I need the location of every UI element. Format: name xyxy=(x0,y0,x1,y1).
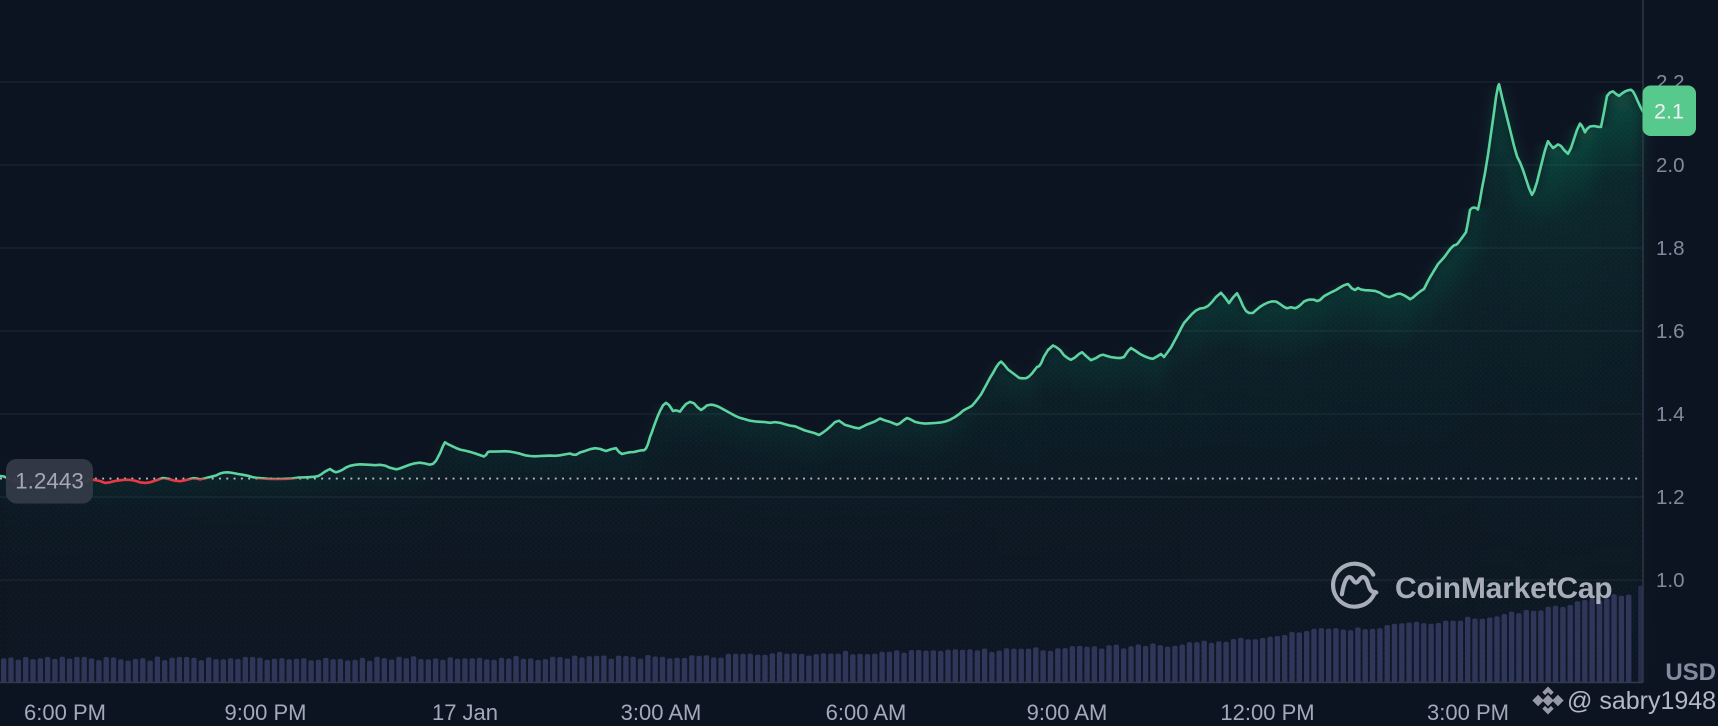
svg-text:1.6: 1.6 xyxy=(1656,320,1685,343)
svg-text:12:00 PM: 12:00 PM xyxy=(1220,700,1314,725)
svg-text:CoinMarketCap: CoinMarketCap xyxy=(1395,572,1612,605)
svg-text:1.2443: 1.2443 xyxy=(15,469,84,494)
svg-text:17 Jan: 17 Jan xyxy=(432,700,498,725)
svg-text:9:00 AM: 9:00 AM xyxy=(1027,700,1108,725)
svg-text:1.2: 1.2 xyxy=(1656,486,1685,509)
svg-text:1.0: 1.0 xyxy=(1656,569,1685,592)
svg-text:3:00 PM: 3:00 PM xyxy=(1427,700,1509,725)
svg-text:6:00 AM: 6:00 AM xyxy=(826,700,907,725)
svg-text:6:00 PM: 6:00 PM xyxy=(24,700,106,725)
svg-text:9:00 PM: 9:00 PM xyxy=(225,700,307,725)
svg-text:1.4: 1.4 xyxy=(1656,403,1685,426)
svg-text:2.1: 2.1 xyxy=(1654,100,1684,124)
svg-text:3:00 AM: 3:00 AM xyxy=(621,700,702,725)
svg-text:@ sabry1948: @ sabry1948 xyxy=(1567,687,1716,715)
svg-text:USD: USD xyxy=(1665,659,1716,686)
svg-text:2.0: 2.0 xyxy=(1656,154,1685,177)
svg-text:1.8: 1.8 xyxy=(1656,237,1685,260)
